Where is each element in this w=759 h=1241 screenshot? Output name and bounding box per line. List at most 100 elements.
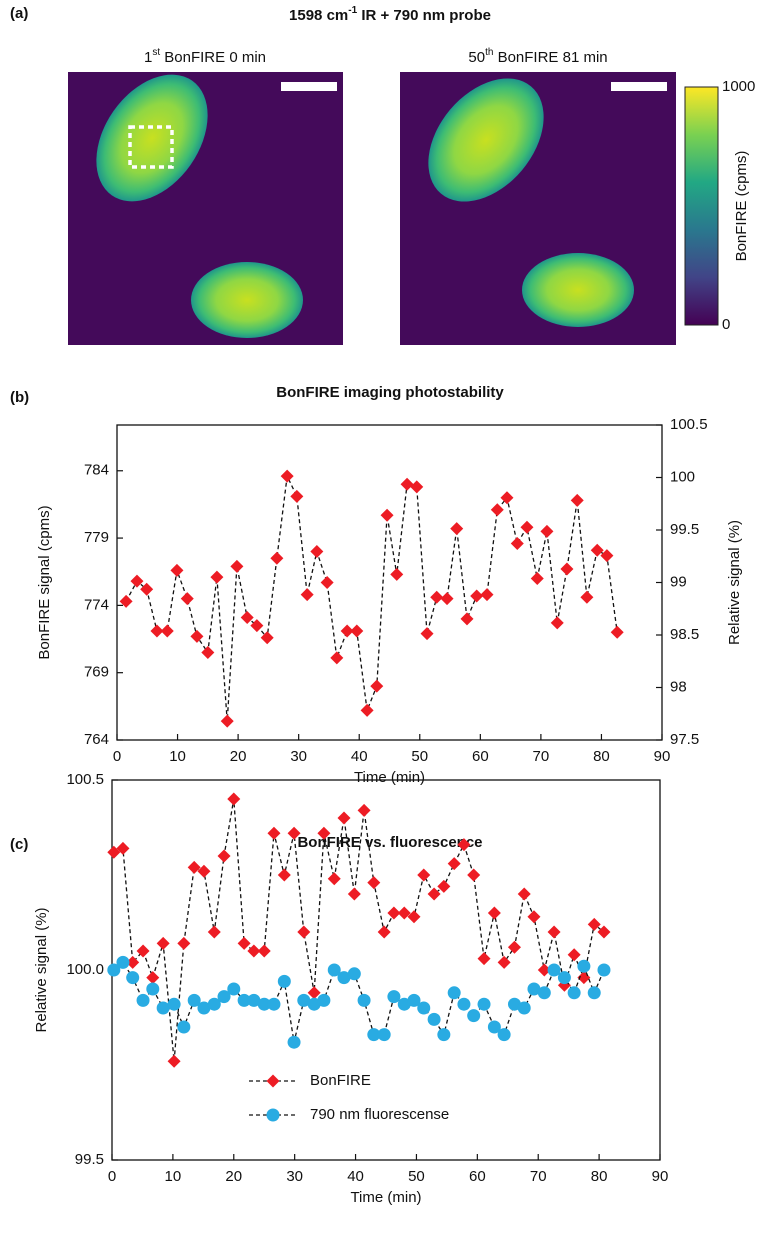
point [181, 592, 194, 605]
x-tick-label: 70 [530, 1168, 547, 1185]
point [168, 998, 181, 1011]
y-tick-label: 784 [84, 462, 109, 479]
point [551, 616, 564, 629]
point [548, 964, 561, 977]
point [417, 869, 430, 882]
point [288, 1036, 301, 1049]
point [441, 592, 454, 605]
point [267, 827, 280, 840]
point [467, 869, 480, 882]
point [267, 998, 280, 1011]
y-tick-label: 774 [84, 596, 109, 613]
point [146, 983, 159, 996]
x-axis-label: Time (min) [354, 769, 425, 786]
point [348, 888, 361, 901]
x-tick-label: 70 [533, 748, 550, 765]
x-tick-label: 90 [652, 1168, 669, 1185]
point [611, 626, 624, 639]
x-tick-label: 0 [113, 748, 121, 765]
series-line [126, 476, 617, 721]
point [317, 994, 330, 1007]
point [221, 715, 234, 728]
colorbar-label: BonFIRE (cpms) [733, 151, 750, 262]
point [580, 591, 593, 604]
image-right [400, 56, 676, 345]
point [568, 986, 581, 999]
colorbar-tick-label: 1000 [722, 78, 755, 95]
y-axis-label: BonFIRE signal (cpms) [36, 505, 53, 659]
x-tick-label: 50 [411, 748, 428, 765]
x-tick-label: 40 [351, 748, 368, 765]
point [478, 952, 491, 965]
point [568, 948, 581, 961]
point [258, 945, 271, 958]
x-tick-label: 10 [169, 748, 186, 765]
point [328, 872, 341, 885]
point [538, 986, 551, 999]
point [290, 490, 303, 503]
label-part: BonFIRE 81 min [493, 49, 607, 66]
y-tick-label: 99.5 [75, 1151, 104, 1168]
panel-label: (b) [10, 389, 29, 406]
x-tick-label: 80 [593, 748, 610, 765]
y-tick-label: 769 [84, 664, 109, 681]
x-tick-label: 40 [347, 1168, 364, 1185]
figure: (a)1598 cm-1 IR + 790 nm probe1st BonFIR… [0, 0, 759, 1241]
x-tick-label: 60 [472, 748, 489, 765]
point [428, 888, 441, 901]
point [457, 998, 470, 1011]
plot-frame [117, 425, 662, 740]
point [527, 910, 540, 923]
point [381, 509, 394, 522]
x-tick-label: 50 [408, 1168, 425, 1185]
x-tick-label: 60 [469, 1168, 486, 1185]
point [560, 563, 573, 576]
y-axis-label: Relative signal (%) [33, 907, 50, 1032]
panel-label: (c) [10, 836, 28, 853]
point [518, 1002, 531, 1015]
point [337, 812, 350, 825]
x-axis-label: Time (min) [350, 1189, 421, 1206]
point [208, 926, 221, 939]
point [467, 1009, 480, 1022]
point [348, 967, 361, 980]
point [301, 588, 314, 601]
y2-tick-label: 100.5 [670, 416, 708, 433]
point [218, 850, 231, 863]
point [448, 857, 461, 870]
point [470, 589, 483, 602]
point [540, 525, 553, 538]
colorbar-tick-label: 0 [722, 316, 730, 333]
point [146, 971, 159, 984]
point [238, 937, 251, 950]
point [278, 975, 291, 988]
x-tick-label: 80 [591, 1168, 608, 1185]
point [410, 480, 423, 493]
point [370, 680, 383, 693]
y2-tick-label: 99 [670, 573, 687, 590]
y-tick-label: 100.5 [66, 771, 104, 788]
y-tick-label: 764 [84, 731, 109, 748]
point [210, 571, 223, 584]
point [367, 876, 380, 889]
x-tick-label: 20 [230, 748, 247, 765]
point [230, 560, 243, 573]
point [571, 494, 584, 507]
point [450, 522, 463, 535]
legend-label: BonFIRE [310, 1072, 371, 1089]
point [321, 576, 334, 589]
point [126, 971, 139, 984]
point [170, 564, 183, 577]
image-label: 1st BonFIRE 0 min [144, 47, 266, 66]
point [437, 1028, 450, 1041]
panel-label: (a) [10, 5, 28, 22]
point [227, 793, 240, 806]
image-left [68, 54, 343, 345]
point [480, 588, 493, 601]
y2-axis-label: Relative signal (%) [726, 520, 743, 645]
point [520, 521, 533, 534]
point [511, 537, 524, 550]
legend-marker [267, 1109, 280, 1122]
legend-marker [267, 1075, 280, 1088]
point [281, 470, 294, 483]
